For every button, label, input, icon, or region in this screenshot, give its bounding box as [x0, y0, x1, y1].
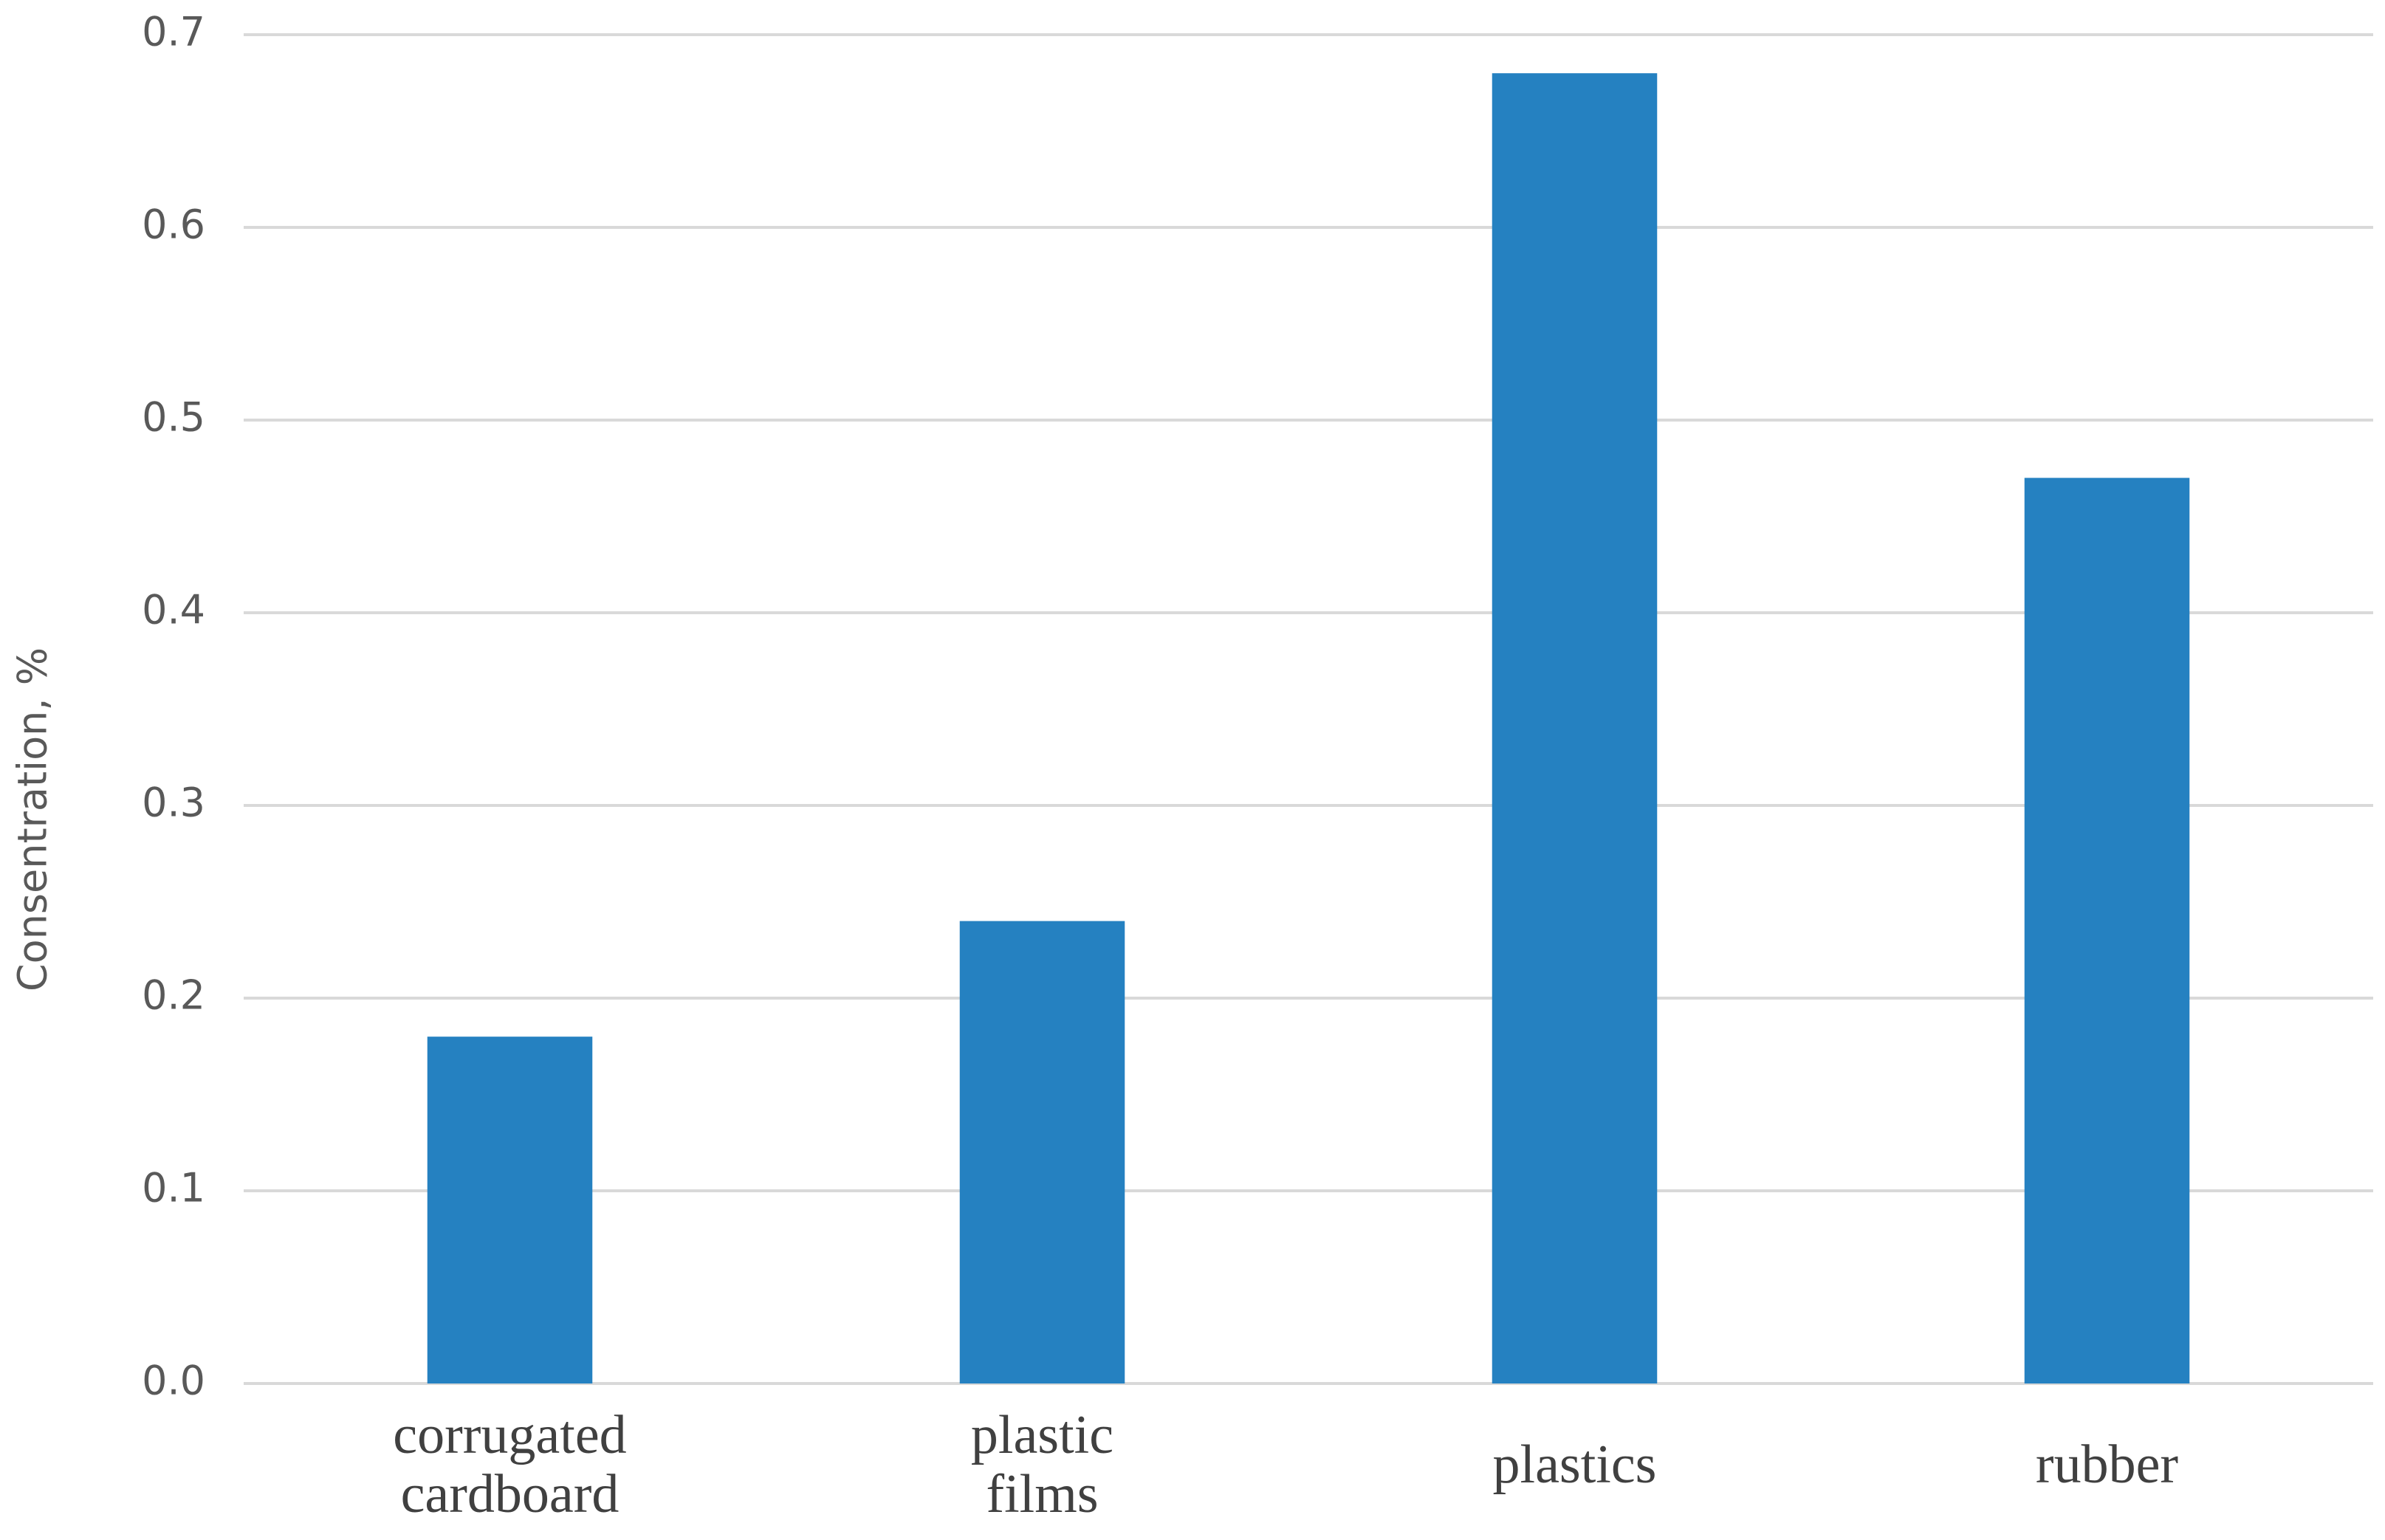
- x-tick-label: plastic films: [970, 1405, 1114, 1524]
- y-tick-label: 0.3: [142, 780, 205, 826]
- bar: [427, 1037, 593, 1383]
- y-tick-label: 0.2: [142, 972, 205, 1019]
- bar: [1492, 73, 1658, 1384]
- x-tick-label: plastics: [1492, 1434, 1657, 1496]
- bar: [2024, 478, 2190, 1383]
- y-tick-label: 0.0: [142, 1358, 205, 1404]
- y-axis-label: Consentration, %: [10, 647, 56, 991]
- y-tick-label: 0.4: [142, 587, 205, 633]
- y-tick-label: 0.7: [142, 9, 205, 55]
- bar: [959, 921, 1125, 1383]
- x-tick-label: rubber: [2035, 1434, 2179, 1496]
- y-tick-label: 0.1: [142, 1165, 205, 1211]
- y-tick-label: 0.6: [142, 202, 205, 248]
- x-tick-label: corrugated cardboard: [393, 1405, 627, 1524]
- y-tick-label: 0.5: [142, 394, 205, 441]
